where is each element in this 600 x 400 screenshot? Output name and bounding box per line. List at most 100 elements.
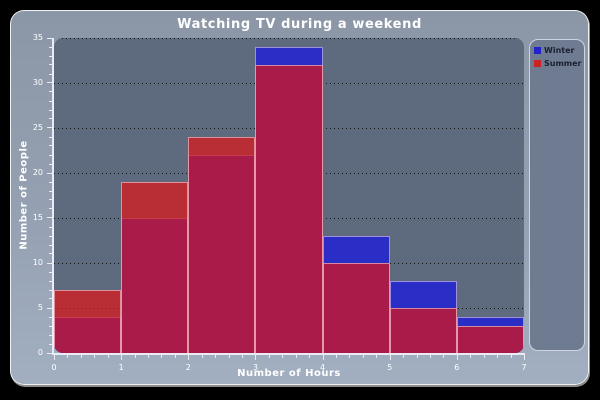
x-minor-tick xyxy=(470,355,472,358)
y-minor-tick xyxy=(49,118,52,120)
y-axis-line xyxy=(52,38,54,354)
x-tick-label-0: 0 xyxy=(51,363,57,372)
y-tick-label-0: 0 xyxy=(37,348,43,357)
y-tick-10 xyxy=(47,262,52,264)
bar-summer-0 xyxy=(54,290,122,353)
y-minor-tick xyxy=(49,181,52,183)
chart-title: Watching TV during a weekend xyxy=(177,17,422,32)
x-minor-tick xyxy=(497,355,499,358)
legend-swatch-summer xyxy=(534,60,541,67)
x-minor-tick xyxy=(336,355,337,358)
x-tick-7 xyxy=(524,355,525,360)
y-tick-label-25: 25 xyxy=(32,122,43,132)
y-tick-label-5: 5 xyxy=(37,303,43,312)
x-minor-tick xyxy=(403,355,405,358)
y-minor-tick xyxy=(49,244,52,246)
x-axis-line xyxy=(52,353,525,355)
legend-box: Winter Summer xyxy=(529,39,585,351)
x-tick-3 xyxy=(255,355,257,360)
y-tick-0 xyxy=(47,352,52,354)
x-minor-tick xyxy=(362,355,364,358)
y-tick-label-10: 10 xyxy=(32,258,43,267)
y-tick-35 xyxy=(47,37,52,39)
y-minor-tick xyxy=(49,46,52,48)
x-minor-tick xyxy=(268,355,270,358)
legend-item-summer: Summer xyxy=(534,59,582,68)
x-tick-1 xyxy=(121,355,123,360)
y-tick-25 xyxy=(47,127,52,129)
bar-summer-5 xyxy=(389,308,457,353)
x-minor-tick xyxy=(134,355,136,358)
y-minor-tick xyxy=(49,91,52,93)
legend-label-winter: Winter xyxy=(544,46,575,55)
bar-summer-4 xyxy=(322,263,390,353)
bin-5-6 xyxy=(389,38,457,353)
y-minor-tick xyxy=(49,334,52,336)
bar-summer-1 xyxy=(121,182,189,353)
x-minor-tick xyxy=(376,355,378,358)
y-minor-tick xyxy=(49,298,52,300)
x-minor-tick xyxy=(215,355,217,358)
y-minor-tick xyxy=(49,289,52,291)
x-minor-tick xyxy=(161,355,163,358)
y-tick-20 xyxy=(47,172,52,174)
y-minor-tick xyxy=(49,136,52,138)
legend-swatch-winter xyxy=(534,47,541,54)
y-minor-tick xyxy=(49,100,52,102)
x-minor-tick xyxy=(107,355,109,358)
x-minor-tick xyxy=(282,355,284,358)
x-minor-tick xyxy=(80,355,82,358)
x-tick-4 xyxy=(322,355,324,360)
y-minor-tick xyxy=(49,280,52,282)
legend-item-winter: Winter xyxy=(534,46,580,55)
x-minor-tick xyxy=(349,355,351,358)
y-minor-tick xyxy=(49,316,52,318)
x-minor-tick xyxy=(228,355,230,358)
y-minor-tick xyxy=(49,73,52,75)
y-tick-30 xyxy=(47,82,52,84)
bin-6-7 xyxy=(456,38,524,353)
bin-2-3 xyxy=(188,38,256,353)
bin-3-4 xyxy=(255,38,323,353)
y-tick-label-20: 20 xyxy=(32,168,43,177)
x-tick-label-5: 5 xyxy=(387,363,393,372)
x-minor-tick xyxy=(416,355,418,358)
chart-card: Watching TV during a weekend 0 5 10 15 20 25 3… xyxy=(10,10,589,385)
y-minor-tick xyxy=(49,235,52,237)
x-tick-label-7: 7 xyxy=(521,363,527,372)
x-minor-tick xyxy=(174,355,176,358)
y-minor-tick xyxy=(49,253,52,255)
y-tick-label-15: 15 xyxy=(32,212,43,222)
y-axis-ticks: 0 5 10 15 20 25 30 35 xyxy=(11,33,52,357)
y-minor-tick xyxy=(49,145,52,147)
y-tick-15 xyxy=(47,217,52,219)
x-tick-6 xyxy=(456,355,458,360)
y-minor-tick xyxy=(49,154,52,156)
x-tick-label-4: 4 xyxy=(320,363,326,372)
bar-summer-2 xyxy=(188,137,256,353)
y-tick-5 xyxy=(47,307,52,309)
y-minor-tick xyxy=(49,226,52,228)
x-minor-tick xyxy=(443,355,445,358)
bin-0-1 xyxy=(54,38,122,353)
y-minor-tick xyxy=(49,343,52,345)
x-minor-tick xyxy=(510,355,512,358)
x-minor-tick xyxy=(483,355,485,358)
x-axis-ticks: 0 1 2 3 4 5 6 7 xyxy=(51,355,527,385)
y-tick-label-30: 30 xyxy=(32,77,43,87)
y-tick-label-35: 35 xyxy=(32,33,43,42)
x-tick-0 xyxy=(54,355,55,360)
x-minor-tick xyxy=(94,355,96,358)
y-minor-tick xyxy=(49,271,52,273)
x-tick-label-3: 3 xyxy=(252,363,258,372)
x-minor-tick xyxy=(148,355,149,358)
x-minor-tick xyxy=(242,355,243,358)
x-minor-tick xyxy=(430,355,431,358)
y-minor-tick xyxy=(49,109,52,111)
x-tick-5 xyxy=(389,355,391,360)
gridline-y-35 xyxy=(54,38,524,39)
x-minor-tick xyxy=(309,355,311,358)
x-minor-tick xyxy=(67,355,69,358)
x-minor-tick xyxy=(201,355,203,358)
